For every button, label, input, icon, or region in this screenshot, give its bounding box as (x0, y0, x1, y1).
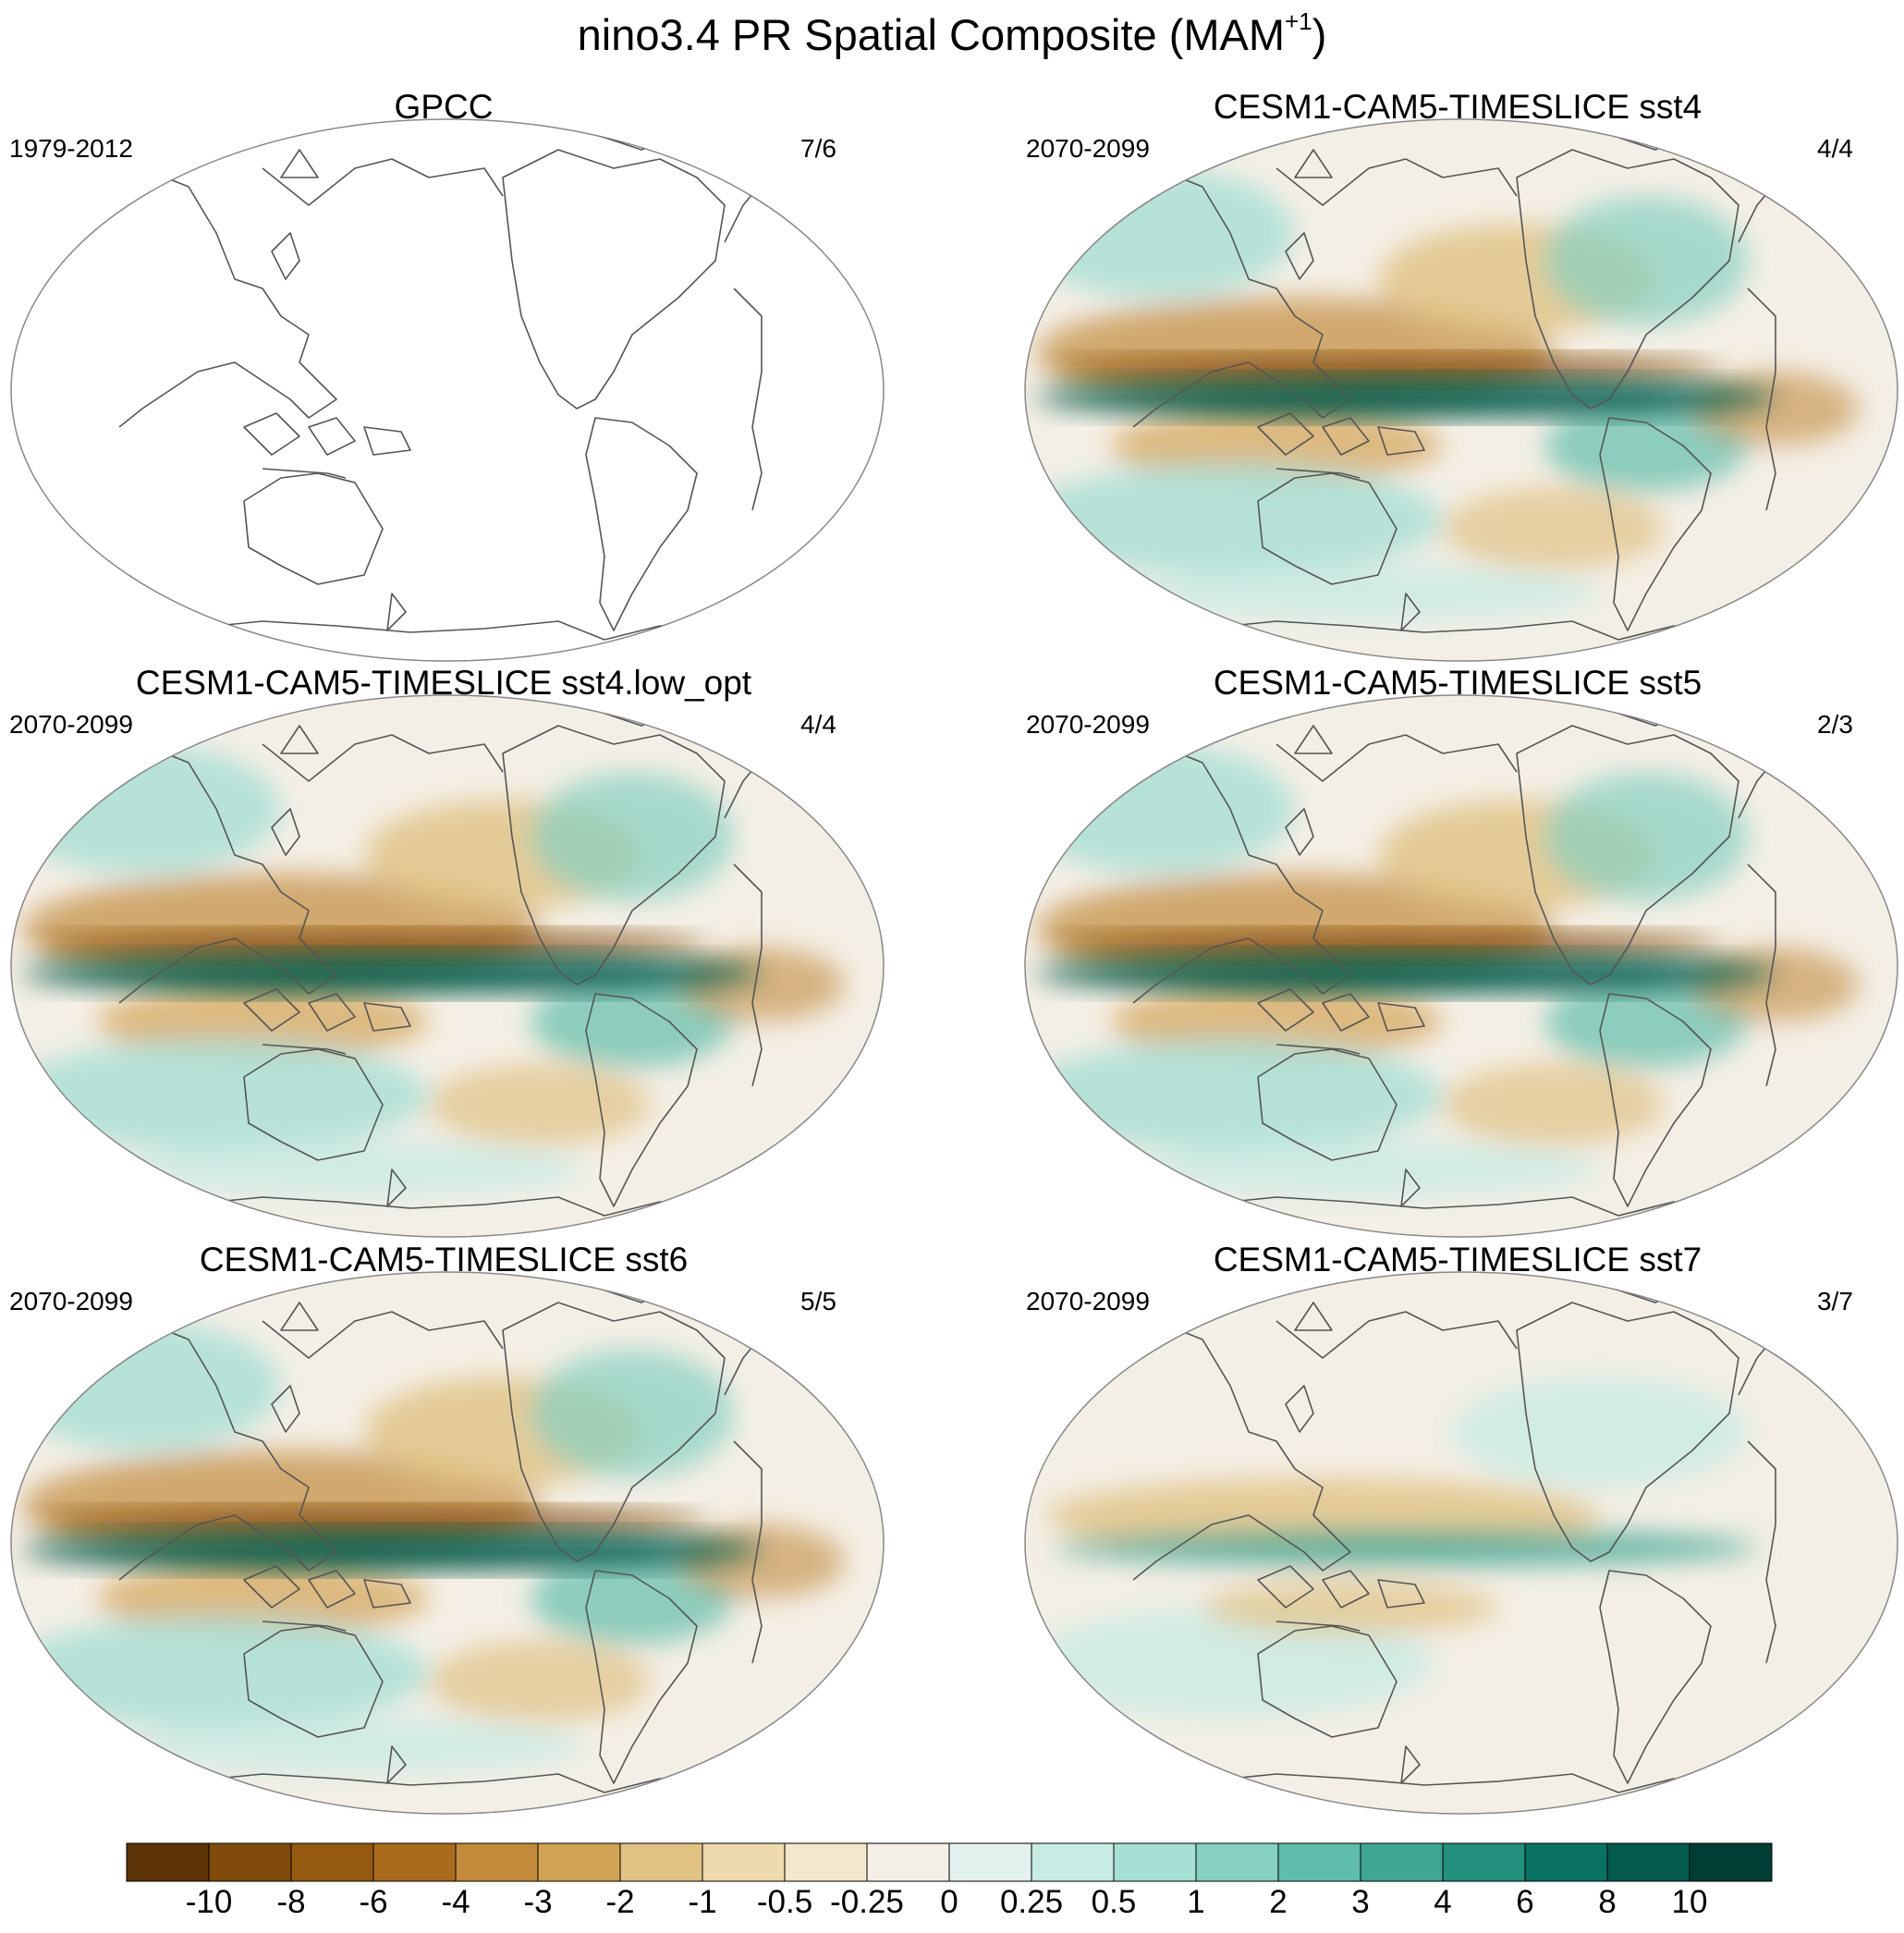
colorbar-tick-label: 10 (1671, 1884, 1708, 1920)
colorbar-tick-label: -8 (276, 1884, 306, 1920)
colorbar-tick-label: 8 (1598, 1884, 1617, 1920)
panel-period-sst5: 2070-2099 (1026, 710, 1150, 739)
colorbar-tick-label: -0.25 (830, 1884, 904, 1920)
colorbar-swatch (1689, 1842, 1773, 1882)
colorbar-tick-label: 0.5 (1091, 1884, 1137, 1920)
colorbar-tick-label: -0.5 (756, 1884, 813, 1920)
colorbar-swatch (702, 1842, 786, 1882)
panel-period-gpcc: 1979-2012 (9, 134, 133, 163)
colorbar-swatch (1031, 1842, 1115, 1882)
colorbar-tick-label: -6 (359, 1884, 388, 1920)
figure-title: nino3.4 PR Spatial Composite (MAM+1) (577, 7, 1327, 59)
panel-count-gpcc: 7/6 (800, 134, 836, 163)
map-panel-sst7 (1024, 1271, 1898, 1815)
colorbar-swatch (126, 1842, 210, 1882)
panel-count-sst6: 5/5 (800, 1287, 836, 1315)
panel-count-sst5: 2/3 (1817, 710, 1853, 739)
panel-count-sst4: 4/4 (1817, 134, 1853, 163)
colorbar-tick-label: 6 (1516, 1884, 1534, 1920)
panel-period-sst7: 2070-2099 (1026, 1287, 1150, 1315)
colorbar-swatch (1524, 1842, 1608, 1882)
map-panel-sst4-low-opt (4, 689, 891, 1243)
panel-count-sst7: 3/7 (1817, 1287, 1853, 1315)
map-panel-sst5 (1018, 689, 1904, 1243)
panel-period-sst4: 2070-2099 (1026, 134, 1150, 163)
panel-period-sst4-low-opt: 2070-2099 (9, 710, 133, 739)
colorbar-swatch (372, 1842, 457, 1882)
colorbar-tick-label: 4 (1434, 1884, 1452, 1920)
colorbar-swatch (784, 1842, 868, 1882)
colorbar-swatch (619, 1842, 703, 1882)
colorbar-tick-label: -3 (523, 1884, 553, 1920)
colorbar-tick-label: 2 (1269, 1884, 1288, 1920)
panel-count-sst4-low-opt: 4/4 (800, 710, 836, 739)
colorbar-swatch (866, 1842, 950, 1882)
colorbar-tick-label: 3 (1351, 1884, 1370, 1920)
colorbar-tick-label: -1 (688, 1884, 717, 1920)
colorbar-swatch (1442, 1842, 1526, 1882)
panel-period-sst6: 2070-2099 (9, 1287, 133, 1315)
colorbar-tick-label: -10 (185, 1884, 233, 1920)
map-panel-sst4 (1018, 113, 1904, 667)
colorbar-tick-label: -4 (441, 1884, 470, 1920)
colorbar-swatch (1195, 1842, 1279, 1882)
map-panel-gpcc (10, 118, 885, 662)
colorbar-swatch (290, 1842, 374, 1882)
colorbar (126, 1842, 1773, 1882)
colorbar-swatch (537, 1842, 621, 1882)
colorbar-tick-label: 0.25 (999, 1884, 1064, 1920)
colorbar-swatch (1360, 1842, 1444, 1882)
colorbar-swatch (1606, 1842, 1690, 1882)
colorbar-swatch (455, 1842, 539, 1882)
colorbar-swatch (208, 1842, 292, 1882)
colorbar-swatch (948, 1842, 1032, 1882)
colorbar-tick-label: 0 (940, 1884, 958, 1920)
colorbar-tick-label: -2 (605, 1884, 635, 1920)
colorbar-swatch (1113, 1842, 1197, 1882)
colorbar-tick-label: 1 (1187, 1884, 1205, 1920)
map-panel-sst6 (4, 1266, 891, 1820)
colorbar-swatch (1277, 1842, 1361, 1882)
